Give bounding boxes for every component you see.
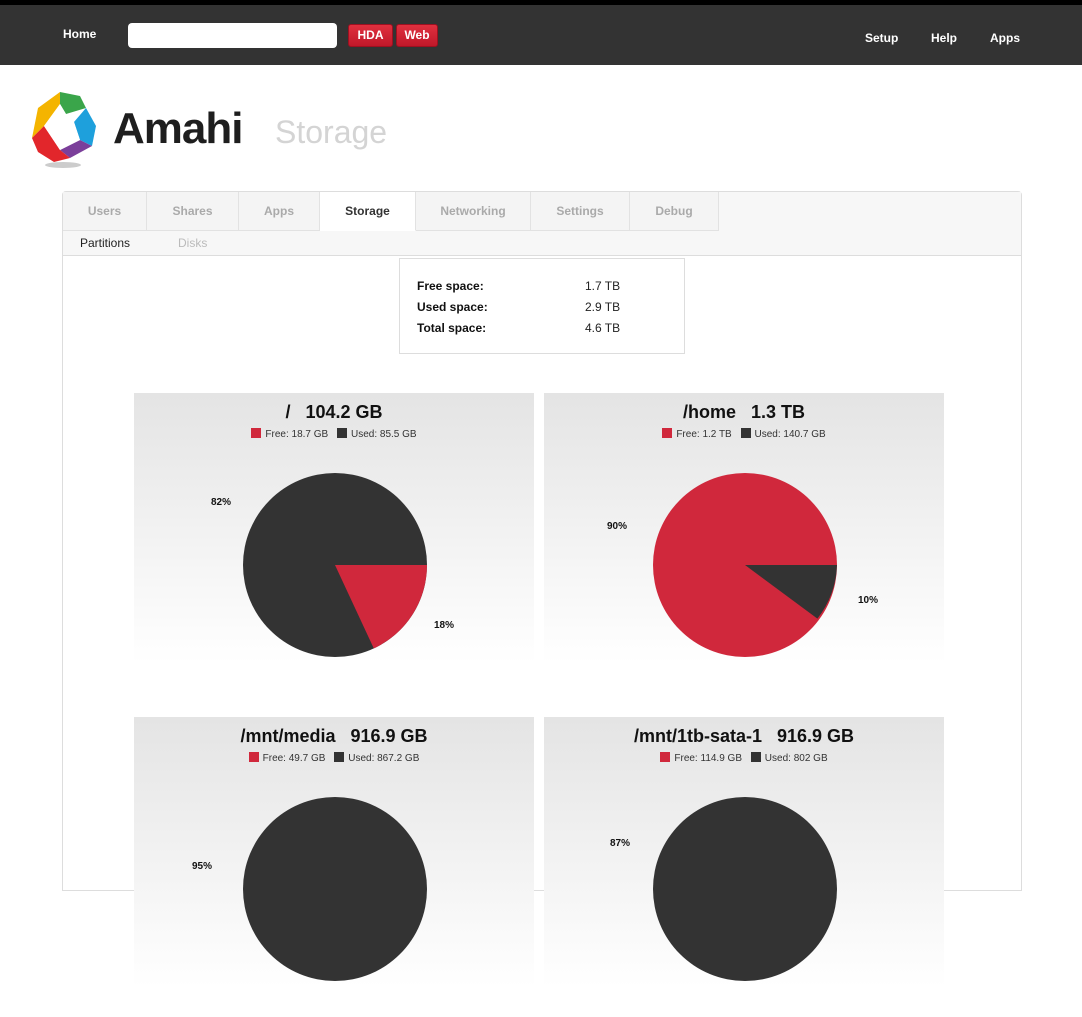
pie-chart: [653, 473, 837, 657]
free-space-row: Free space: 1.7 TB: [417, 279, 657, 293]
used-percent-label: 10%: [858, 595, 879, 606]
used-percent-label: 82%: [211, 497, 232, 508]
apps-link[interactable]: Apps: [990, 31, 1020, 45]
tab-apps[interactable]: Apps: [239, 192, 320, 231]
chart-legend: Free: 1.2 TB Used: 140.7 GB: [544, 428, 944, 440]
pie-chart: [243, 473, 427, 657]
partition-chart-mnt-media: /mnt/media 916.9 GB Free: 49.7 GB Used: …: [134, 717, 534, 1017]
used-percent-label: 87%: [610, 838, 631, 849]
chart-legend: Free: 114.9 GB Used: 802 GB: [544, 752, 944, 764]
chart-legend: Free: 49.7 GB Used: 867.2 GB: [134, 752, 534, 764]
storage-summary: Free space: 1.7 TB Used space: 2.9 TB To…: [399, 258, 685, 354]
legend-used-swatch: [334, 752, 345, 762]
total-space-label: Total space:: [417, 321, 487, 335]
partition-chart-mnt-1tb-sata-1: /mnt/1tb-sata-1 916.9 GB Free: 114.9 GB …: [544, 717, 944, 1017]
tab-debug[interactable]: Debug: [630, 192, 719, 231]
subtab-partitions[interactable]: Partitions: [80, 236, 131, 250]
tab-storage[interactable]: Storage: [320, 192, 416, 231]
used-space-value: 2.9 TB: [585, 300, 621, 314]
free-percent-label: 18%: [434, 620, 455, 631]
total-space-row: Total space: 4.6 TB: [417, 321, 657, 335]
legend-free: Free: 114.9 GB: [674, 753, 743, 764]
total-space-value: 4.6 TB: [585, 321, 621, 335]
chart-title: / 104.2 GB: [285, 402, 383, 422]
partition-chart-home: /home 1.3 TB Free: 1.2 TB Used: 140.7 GB…: [544, 393, 944, 693]
chart-legend: Free: 18.7 GB Used: 85.5 GB: [134, 428, 534, 440]
legend-used-swatch: [740, 428, 751, 438]
legend-free-swatch: [248, 752, 259, 762]
used-space-label: Used space:: [417, 300, 488, 314]
legend-used: Used: 140.7 GB: [754, 429, 826, 440]
page-title: Storage: [275, 114, 388, 150]
chart-title: /mnt/1tb-sata-1 916.9 GB: [633, 726, 855, 746]
free-space-label: Free space:: [417, 279, 484, 293]
search-input[interactable]: [128, 23, 337, 48]
legend-free: Free: 1.2 TB: [676, 429, 732, 440]
hda-search-button[interactable]: HDA: [348, 24, 393, 47]
legend-free-swatch: [251, 428, 262, 438]
legend-free-swatch: [662, 428, 673, 438]
tab-bar: Users Shares Apps Storage Networking Set…: [63, 192, 1021, 256]
main-panel: Users Shares Apps Storage Networking Set…: [62, 191, 1022, 891]
amahi-logo-icon: [32, 92, 96, 168]
tab-networking[interactable]: Networking: [416, 192, 531, 231]
legend-free: Free: 18.7 GB: [265, 429, 329, 440]
brand-name: Amahi: [113, 104, 243, 153]
chart-title: /home 1.3 TB: [682, 402, 806, 422]
legend-used: Used: 867.2 GB: [348, 753, 420, 764]
legend-used-swatch: [750, 752, 761, 762]
web-search-button[interactable]: Web: [396, 24, 438, 47]
legend-used: Used: 802 GB: [764, 753, 828, 764]
subtab-disks[interactable]: Disks: [178, 236, 208, 250]
tab-shares[interactable]: Shares: [147, 192, 239, 231]
partition-chart-root: / 104.2 GB Free: 18.7 GB Used: 85.5 GB 8…: [134, 393, 534, 693]
free-space-value: 1.7 TB: [585, 279, 621, 293]
legend-free-swatch: [660, 752, 671, 762]
tab-settings[interactable]: Settings: [531, 192, 630, 231]
legend-used-swatch: [337, 428, 347, 438]
free-percent-label: 90%: [607, 521, 628, 532]
legend-used: Used: 85.5 GB: [351, 429, 417, 440]
home-link[interactable]: Home: [63, 27, 97, 41]
setup-link[interactable]: Setup: [865, 31, 899, 45]
used-space-row: Used space: 2.9 TB: [417, 300, 657, 314]
help-link[interactable]: Help: [931, 31, 958, 45]
tab-users[interactable]: Users: [63, 192, 147, 231]
top-navigation-bar: Home HDA Web Setup Help Apps: [0, 0, 1082, 65]
legend-free: Free: 49.7 GB: [262, 753, 326, 764]
chart-title: /mnt/media 916.9 GB: [240, 726, 428, 746]
